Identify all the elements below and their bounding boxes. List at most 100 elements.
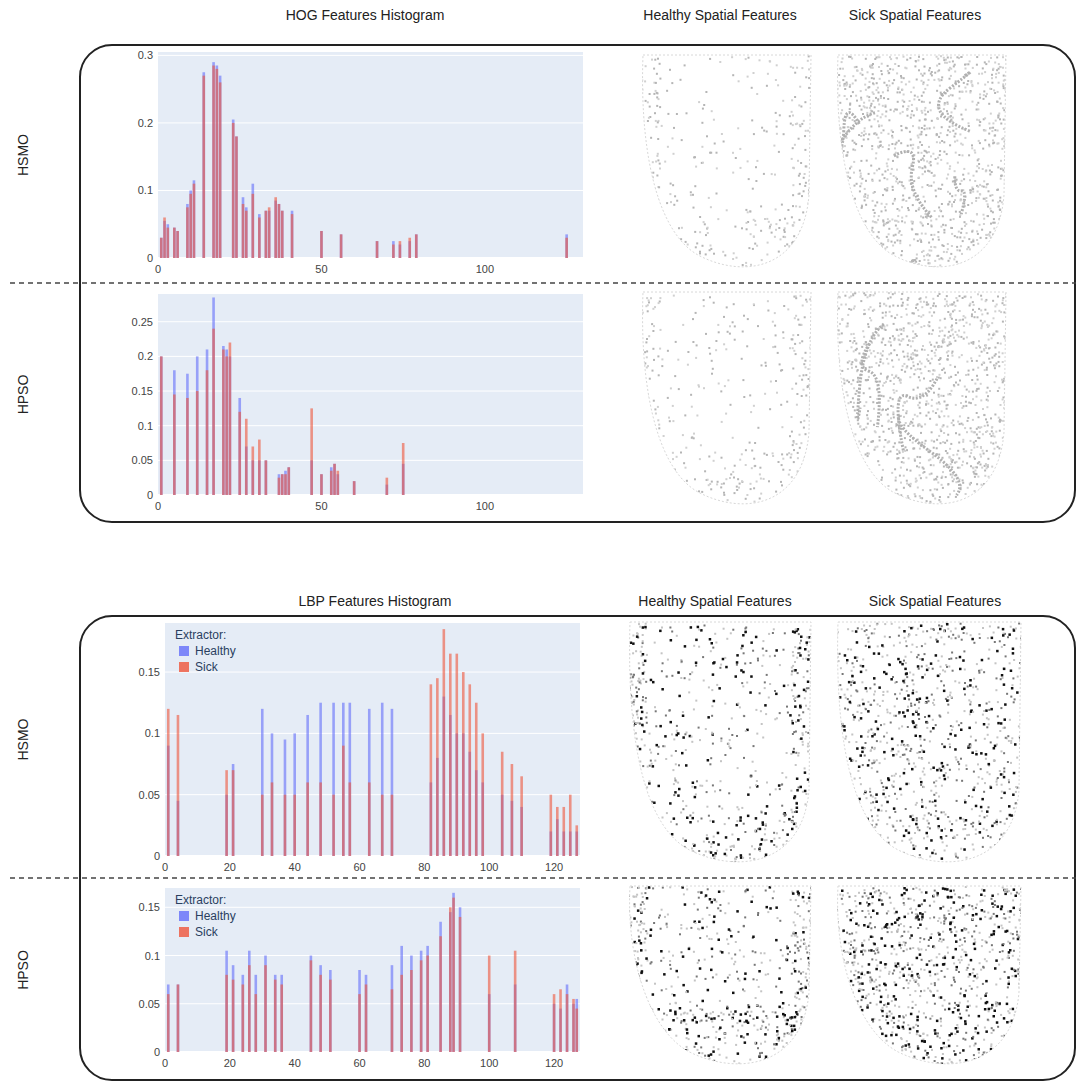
feature-dot — [778, 151, 780, 153]
feature-dot — [938, 136, 940, 138]
feature-dot — [706, 228, 708, 230]
feature-dot — [873, 192, 875, 194]
feature-dot — [840, 112, 842, 114]
feature-dot — [866, 112, 868, 114]
feature-dot — [965, 68, 967, 70]
feature-dot — [893, 175, 895, 177]
feature-dot — [841, 61, 843, 63]
feature-dot — [924, 107, 926, 109]
feature-dot — [998, 72, 1000, 74]
feature-dot — [962, 275, 964, 277]
feature-dot — [972, 241, 974, 243]
feature-dot — [969, 179, 971, 181]
feature-dot — [993, 268, 995, 270]
feature-dot — [978, 73, 980, 75]
feature-dot — [925, 113, 927, 115]
feature-dot — [913, 87, 915, 89]
feature-dot — [662, 234, 664, 236]
feature-dot — [863, 102, 865, 104]
feature-dot — [895, 143, 897, 145]
feature-dot — [657, 159, 659, 161]
feature-dot — [954, 71, 956, 73]
feature-dot — [913, 114, 915, 116]
feature-dot — [865, 180, 867, 182]
feature-dot — [917, 59, 919, 61]
feature-dot — [874, 221, 876, 223]
feature-dot — [944, 62, 946, 64]
feature-dot — [954, 108, 956, 110]
feature-dot — [972, 101, 974, 103]
feature-dot — [952, 60, 954, 62]
bar — [193, 180, 196, 258]
feature-dot — [706, 135, 708, 137]
feature-dot — [964, 225, 966, 227]
feature-dot — [1003, 109, 1005, 111]
feature-dot — [983, 223, 985, 225]
feature-dot — [937, 118, 939, 120]
feature-dot — [909, 167, 911, 169]
feature-dot — [899, 91, 901, 93]
bar — [415, 234, 418, 258]
feature-dot — [848, 207, 850, 209]
feature-dot — [999, 225, 1001, 227]
feature-dot — [644, 189, 646, 191]
feature-dot — [732, 172, 734, 174]
feature-dot — [922, 225, 924, 227]
feature-dot — [673, 127, 675, 129]
feature-dot — [864, 246, 866, 248]
feature-dot — [960, 194, 962, 196]
feature-dot — [871, 148, 873, 150]
feature-dot — [931, 120, 933, 122]
feature-dot — [1002, 107, 1004, 109]
feature-dot — [960, 199, 962, 201]
feature-dot — [874, 221, 876, 223]
feature-dot — [656, 73, 658, 75]
feature-dot — [868, 100, 870, 102]
feature-dot — [898, 260, 900, 262]
feature-dot — [972, 188, 974, 190]
feature-dot — [964, 64, 966, 66]
feature-dot — [814, 245, 816, 247]
feature-dot — [882, 194, 884, 196]
feature-dot — [745, 209, 747, 211]
feature-dot — [837, 149, 839, 151]
feature-swirl — [830, 113, 875, 191]
feature-dot — [662, 241, 664, 243]
feature-dot — [925, 274, 927, 276]
feature-dot — [721, 133, 723, 135]
feature-dot — [914, 95, 916, 97]
grid-line — [158, 257, 583, 259]
bar — [212, 66, 215, 258]
feature-dot — [949, 165, 951, 167]
feature-dot — [974, 149, 976, 151]
feature-dot — [931, 71, 933, 73]
feature-dot — [887, 65, 889, 67]
feature-dot — [1001, 258, 1003, 260]
feature-dot — [988, 61, 990, 63]
feature-dot — [793, 257, 795, 259]
feature-dot — [852, 209, 854, 211]
feature-dot — [639, 260, 641, 262]
feature-dot — [880, 132, 882, 134]
feature-dot — [986, 93, 988, 95]
feature-dot — [1005, 184, 1007, 186]
feature-dot — [989, 170, 991, 172]
feature-dot — [1000, 160, 1002, 162]
feature-dot — [986, 234, 988, 236]
feature-dot — [940, 226, 942, 228]
feature-dot — [760, 205, 762, 207]
feature-dot — [640, 136, 642, 138]
feature-dot — [962, 144, 964, 146]
feature-dot — [930, 220, 932, 222]
feature-dot — [918, 161, 920, 163]
texture — [812, 55, 1012, 342]
feature-dot — [954, 103, 956, 105]
feature-dot — [866, 107, 868, 109]
feature-dot — [940, 257, 942, 259]
feature-dot — [955, 211, 957, 213]
feature-dot — [813, 266, 815, 268]
feature-dot — [987, 203, 989, 205]
feature-dot — [844, 95, 846, 97]
feature-dot — [830, 115, 832, 117]
feature-dot — [958, 231, 960, 233]
